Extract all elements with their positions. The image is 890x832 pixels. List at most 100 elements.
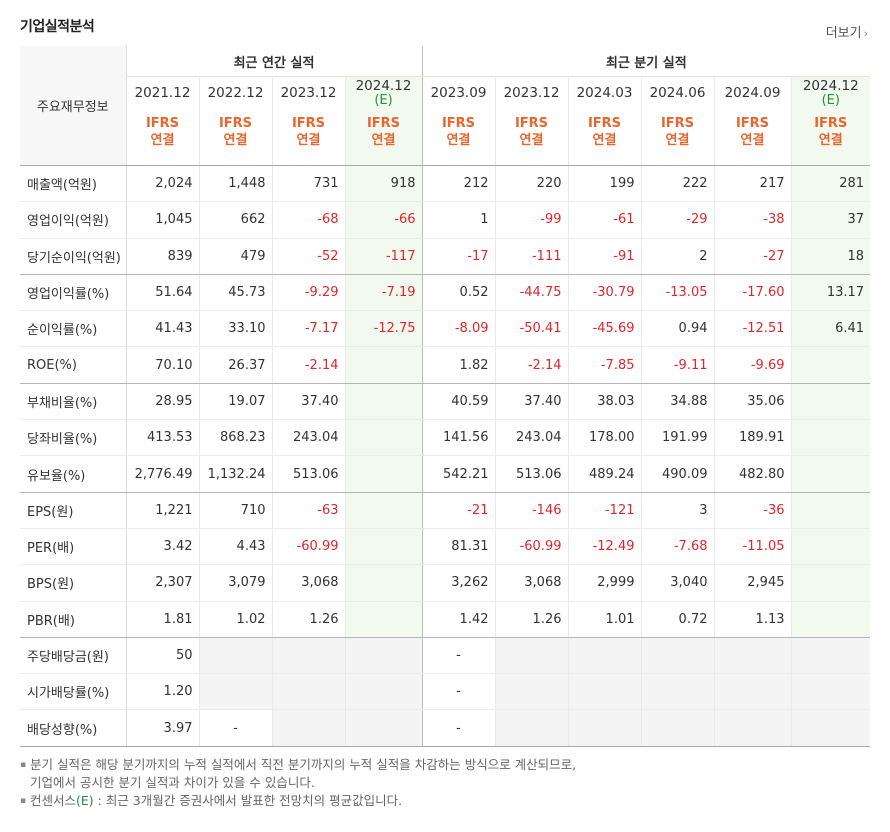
table-cell: 3,068 <box>271 564 345 602</box>
ifrs-header: IFRS 연결 <box>640 109 714 166</box>
consolidated-label: 연결 <box>446 133 471 148</box>
table-cell: 243.04 <box>494 419 568 457</box>
more-link[interactable]: 더보기 › <box>826 22 868 41</box>
period-label: 2024.09 <box>724 85 781 101</box>
table-cell: 178.00 <box>567 419 641 457</box>
table-cell <box>790 455 871 493</box>
table-cell: -7.85 <box>567 346 641 384</box>
table-row: 영업이익(억원) 1,045 662 -68 -66 1 -99 -61 -29 -38 37 <box>20 201 871 239</box>
period-label: 2024.03 <box>576 85 633 101</box>
table-cell <box>790 419 871 457</box>
table-cell: 1.26 <box>494 601 568 638</box>
table-cell: -30.79 <box>567 274 641 312</box>
table-cell: 222 <box>640 165 714 203</box>
table-cell: 1.82 <box>421 346 495 384</box>
table-cell: 141.56 <box>421 419 495 457</box>
table-cell: -60.99 <box>271 528 345 566</box>
table-cell: 513.06 <box>271 455 345 493</box>
ifrs-label: IFRS <box>218 116 253 131</box>
table-cell: -11.05 <box>713 528 791 566</box>
table-cell: 0.94 <box>640 310 714 348</box>
period-header: 2024.06 <box>640 76 714 109</box>
row-label: EPS(원) <box>20 492 126 529</box>
period-label: 2023.12 <box>503 85 560 101</box>
table-cell: 1.02 <box>198 601 272 638</box>
table-cell: 220 <box>494 165 568 203</box>
table-cell: -21 <box>421 492 495 529</box>
table-cell: -7.19 <box>344 274 422 312</box>
table-cell: 1.81 <box>125 601 199 638</box>
table-cell <box>344 564 422 602</box>
table-cell: -2.14 <box>494 346 568 384</box>
table-cell: 6.41 <box>790 310 871 348</box>
table-cell <box>790 709 871 747</box>
ifrs-header: IFRS 연결 <box>790 109 871 166</box>
row-label: 매출액(억원) <box>20 165 126 203</box>
table-row: 부채비율(%) 28.95 19.07 37.40 40.59 37.40 38.03 34.… <box>20 383 871 421</box>
consolidated-label: 연결 <box>740 133 765 148</box>
table-cell <box>344 419 422 457</box>
footnote-1: 분기 실적은 해당 분기까지의 누적 실적에서 직전 분기까지의 누적 실적을 … <box>20 756 576 792</box>
table-cell: -68 <box>271 201 345 239</box>
row-label: PBR(배) <box>20 601 126 638</box>
table-cell: -99 <box>494 201 568 239</box>
table-cell: 3,079 <box>198 564 272 602</box>
ifrs-label: IFRS <box>814 116 848 131</box>
table-row: 유보율(%) 2,776.49 1,132.24 513.06 542.21 513.06… <box>20 455 871 493</box>
table-cell: 2,307 <box>125 564 199 602</box>
table-cell: -2.14 <box>271 346 345 384</box>
table-cell: 0.72 <box>640 601 714 638</box>
chevron-right-icon: › <box>863 27 868 40</box>
table-cell <box>713 673 791 711</box>
table-cell <box>344 492 422 529</box>
row-label: PER(배) <box>20 528 126 566</box>
table-cell: 2 <box>640 238 714 275</box>
table-cell <box>344 709 422 747</box>
table-cell: 1,221 <box>125 492 199 529</box>
period-label: 2024.12 <box>355 78 412 94</box>
ifrs-label: IFRS <box>145 116 180 131</box>
table-cell: -7.17 <box>271 310 345 348</box>
period-label: 2024.06 <box>649 85 706 101</box>
table-cell <box>790 601 871 638</box>
period-header: 2023.12 <box>494 76 568 109</box>
table-cell <box>567 709 641 747</box>
row-label: 영업이익률(%) <box>20 274 126 312</box>
table-cell: 1,448 <box>198 165 272 203</box>
table-cell: -91 <box>567 238 641 275</box>
table-cell: 731 <box>271 165 345 203</box>
table-cell: -9.11 <box>640 346 714 384</box>
table-cell <box>640 709 714 747</box>
table-cell: 513.06 <box>494 455 568 493</box>
table-cell: 3,262 <box>421 564 495 602</box>
table-cell: -29 <box>640 201 714 239</box>
table-cell: 41.43 <box>125 310 199 348</box>
table-row: ROE(%) 70.10 26.37 -2.14 1.82 -2.14 -7.85 -9.11… <box>20 346 871 384</box>
table-cell: 839 <box>125 238 199 275</box>
table-cell: -27 <box>713 238 791 275</box>
table-cell: -13.05 <box>640 274 714 312</box>
table-cell: 489.24 <box>567 455 641 493</box>
ifrs-header: IFRS 연결 <box>421 109 495 166</box>
table-row: PER(배) 3.42 4.43 -60.99 81.31 -60.99 -12.49 -7.… <box>20 528 871 566</box>
table-cell: -38 <box>713 201 791 239</box>
table-cell: 40.59 <box>421 383 495 421</box>
table-row: 주당배당금(원) 50 - <box>20 637 871 675</box>
table-cell <box>713 637 791 675</box>
table-cell <box>344 601 422 638</box>
ifrs-label: IFRS <box>441 116 476 131</box>
table-cell: 45.73 <box>198 274 272 312</box>
table-cell: 13.17 <box>790 274 871 312</box>
table-cell <box>790 346 871 384</box>
table-cell <box>344 528 422 566</box>
table-cell <box>344 637 422 675</box>
row-label: 유보율(%) <box>20 455 126 493</box>
table-cell: 33.10 <box>198 310 272 348</box>
table-cell: 18 <box>790 238 871 275</box>
table-cell: -12.49 <box>567 528 641 566</box>
consolidated-label: 연결 <box>371 133 396 148</box>
table-cell: -52 <box>271 238 345 275</box>
ifrs-header: IFRS 연결 <box>125 109 199 166</box>
table-row: 당좌비율(%) 413.53 868.23 243.04 141.56 243.04 178… <box>20 419 871 457</box>
table-cell <box>790 673 871 711</box>
